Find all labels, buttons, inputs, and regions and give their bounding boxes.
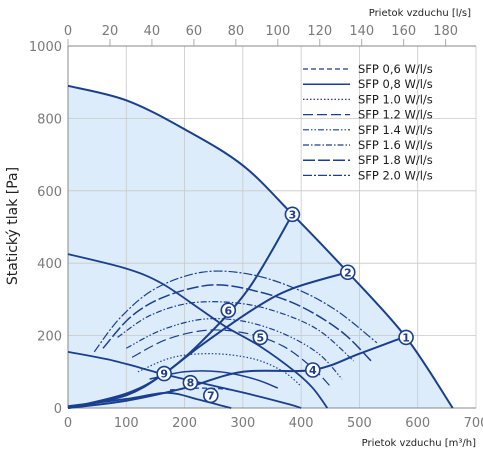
top-tick-label: 0	[64, 24, 72, 39]
fan-curve	[67, 253, 329, 409]
sfp-curve	[149, 370, 279, 389]
legend-label: SFP 0,8 W/l/s	[358, 77, 433, 91]
operating-point-marker	[304, 362, 321, 378]
top-axis-label: Prietok vzduchu [l/s]	[369, 8, 471, 19]
legend-label: SFP 1.0 W/l/s	[358, 92, 433, 106]
operating-point-marker	[284, 206, 301, 223]
legend-entry: SFP 2.0 W/l/s	[303, 168, 433, 182]
sfp-curve	[102, 284, 372, 362]
x-tick-label: 600	[405, 416, 430, 431]
legend-label: SFP 2.0 W/l/s	[358, 168, 433, 182]
top-tick-label: 140	[349, 24, 374, 39]
operating-point-label: 6	[224, 304, 232, 317]
operating-point-label: 8	[187, 377, 195, 390]
top-tick-label: 100	[265, 24, 290, 39]
fan-curve	[67, 351, 302, 409]
operating-point: 2	[339, 264, 356, 281]
operating-point-marker	[182, 374, 199, 391]
operating-point: 4	[304, 362, 321, 378]
operating-point-marker	[252, 329, 269, 346]
legend-label: SFP 0,6 W/l/s	[358, 62, 433, 76]
operating-points: 1 2 3 4 5 6 78 9	[156, 206, 414, 404]
chart-axes	[67, 45, 476, 409]
legend-entry: SFP 1.4 W/l/s	[303, 123, 433, 137]
legend-entry: SFP 1.6 W/l/s	[303, 138, 433, 152]
legend-entry: SFP 1.8 W/l/s	[303, 153, 433, 167]
operating-point-label: 7	[207, 389, 215, 402]
operating-point: 7	[203, 387, 219, 404]
operating-area-fill	[68, 85, 453, 408]
y-tick-label: 800	[37, 112, 62, 127]
legend-label: SFP 1.4 W/l/s	[358, 123, 433, 137]
fan-curve	[67, 391, 232, 409]
sfp-curve	[93, 270, 378, 353]
operating-point: 9	[156, 365, 172, 382]
y-axis-label: Statický tlak [Pa]	[5, 167, 21, 285]
legend-label: SFP 1.8 W/l/s	[358, 153, 433, 167]
operating-point: 5	[252, 329, 269, 346]
operating-point-label: 2	[344, 266, 352, 279]
operating-point-marker	[203, 387, 219, 404]
system-curve	[67, 271, 349, 409]
sfp-curve	[137, 353, 302, 387]
x-tick-label: 700	[464, 416, 483, 431]
legend-entry: SFP 1.0 W/l/s	[303, 92, 433, 106]
operating-point: 8	[182, 374, 199, 391]
y-tick-label: 200	[37, 330, 62, 345]
operating-point-label: 1	[402, 331, 410, 344]
system-curve	[67, 213, 294, 409]
legend-entry: SFP 1.2 W/l/s	[303, 108, 433, 122]
y-tick-label: 1000	[29, 40, 62, 55]
top-tick-label: 160	[391, 24, 416, 39]
y-tick-label: 0	[54, 402, 62, 417]
operating-point-label: 9	[160, 368, 168, 381]
y-tick-label: 600	[37, 185, 62, 200]
x-tick-label: 300	[230, 416, 255, 431]
operating-point: 1	[398, 329, 414, 346]
operating-point: 6	[220, 302, 237, 319]
x-tick-label: 100	[114, 416, 139, 431]
system-curve	[67, 336, 404, 409]
operating-point-marker	[220, 302, 237, 319]
tick-labels: 0100200300400500600700020040060080010000…	[29, 24, 483, 431]
legend-label: SFP 1.6 W/l/s	[358, 138, 433, 152]
x-axis-label: Prietok vzduchu [m³/h]	[362, 438, 476, 449]
top-tick-label: 80	[228, 24, 245, 39]
legend-label: SFP 1.2 W/l/s	[358, 108, 433, 122]
top-tick-label: 20	[102, 24, 119, 39]
operating-point-label: 4	[309, 364, 317, 377]
x-tick-label: 500	[347, 416, 372, 431]
legend-entry: SFP 0,6 W/l/s	[303, 62, 433, 76]
x-tick-label: 0	[64, 416, 72, 431]
top-tick-label: 40	[144, 24, 161, 39]
top-tick-label: 180	[433, 24, 458, 39]
operating-point-label: 3	[289, 208, 297, 221]
operating-point-marker	[339, 264, 356, 281]
operating-point-marker	[398, 329, 414, 346]
sfp-curve	[126, 317, 343, 380]
x-tick-label: 400	[289, 416, 314, 431]
top-tick-label: 120	[307, 24, 332, 39]
operating-point-marker	[156, 365, 172, 382]
y-tick-label: 400	[37, 257, 62, 272]
legend-entry: SFP 0,8 W/l/s	[303, 77, 433, 91]
operating-point: 3	[284, 206, 301, 223]
x-tick-label: 200	[172, 416, 197, 431]
top-tick-label: 60	[186, 24, 203, 39]
system-curves	[67, 213, 404, 409]
operating-point-label: 5	[257, 331, 265, 344]
